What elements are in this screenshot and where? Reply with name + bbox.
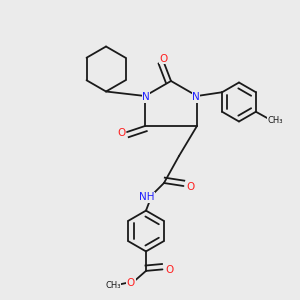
Text: O: O xyxy=(118,128,126,138)
Text: NH: NH xyxy=(139,193,154,202)
Text: O: O xyxy=(127,278,135,288)
Text: N: N xyxy=(192,92,200,102)
Text: CH₃: CH₃ xyxy=(105,281,121,290)
Text: O: O xyxy=(159,54,168,64)
Text: CH₃: CH₃ xyxy=(267,116,283,125)
Text: N: N xyxy=(142,92,150,102)
Text: O: O xyxy=(186,182,194,192)
Text: O: O xyxy=(165,266,173,275)
